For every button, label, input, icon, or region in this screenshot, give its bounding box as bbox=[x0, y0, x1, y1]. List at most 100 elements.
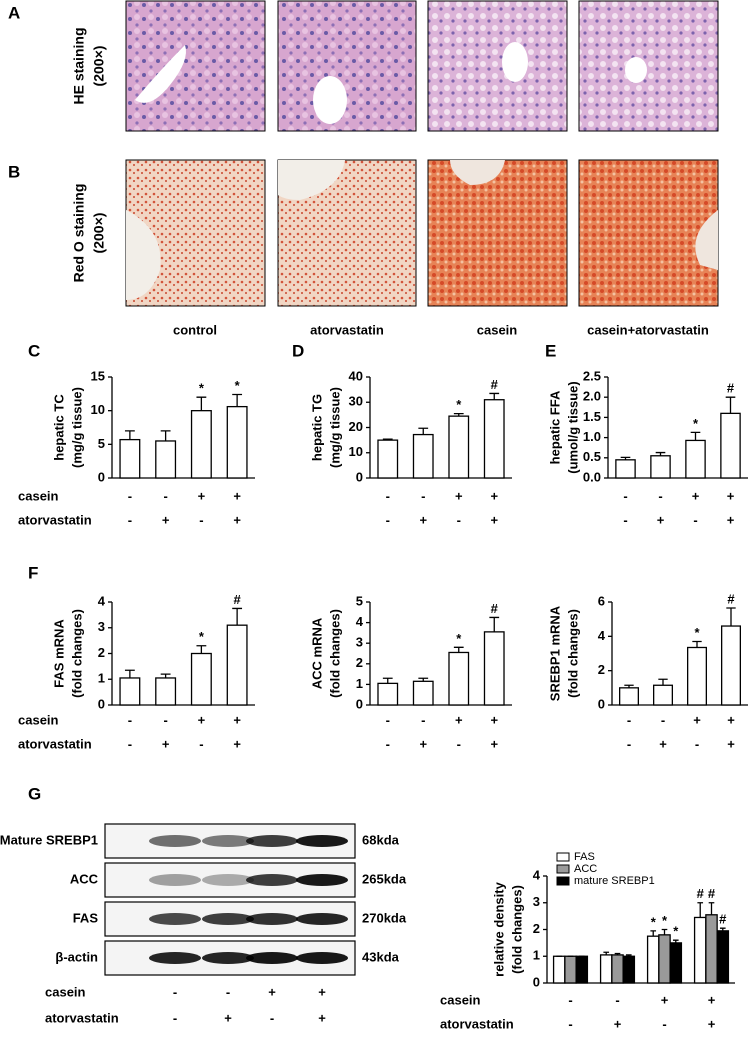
treatment-sign: - bbox=[695, 736, 699, 751]
bar bbox=[377, 682, 399, 706]
treatment-sign: + bbox=[727, 488, 735, 503]
y-axis-title: hepatic FFA bbox=[547, 390, 562, 464]
y-tick-label: 3 bbox=[356, 635, 363, 650]
blot-band bbox=[246, 835, 298, 847]
bar bbox=[716, 930, 730, 984]
row-magnification: (200×) bbox=[91, 213, 107, 254]
vessel bbox=[135, 45, 186, 103]
treatment-sign: - bbox=[386, 512, 390, 527]
bar bbox=[552, 955, 566, 984]
treatment-sign: - bbox=[457, 512, 461, 527]
y-tick-label: 0 bbox=[598, 696, 605, 711]
y-axis-title: relative density bbox=[491, 881, 506, 976]
error-bar bbox=[697, 902, 704, 918]
legend-swatch bbox=[556, 852, 570, 862]
protein-size: 265kda bbox=[362, 871, 407, 886]
significance-mark: # bbox=[697, 886, 705, 901]
panel-label: C bbox=[28, 341, 40, 360]
significance-mark: * bbox=[694, 625, 700, 640]
treatment-sign: + bbox=[659, 736, 667, 751]
treatment-sign: - bbox=[658, 488, 662, 503]
treatment-sign: - bbox=[386, 736, 390, 751]
bar bbox=[653, 684, 674, 706]
error-bar bbox=[692, 640, 702, 648]
bar bbox=[483, 631, 505, 706]
error-bar bbox=[719, 927, 726, 931]
treatment-sign: + bbox=[727, 512, 735, 527]
treatment-name: atorvastatin bbox=[18, 736, 92, 751]
treatment-sign: + bbox=[708, 992, 716, 1007]
treatment-sign: - bbox=[386, 488, 390, 503]
redo-image bbox=[427, 159, 568, 307]
vessel bbox=[126, 210, 161, 300]
vessel bbox=[450, 160, 505, 185]
blot-band bbox=[296, 874, 348, 886]
significance-mark: * bbox=[662, 913, 668, 928]
treatment-sign: + bbox=[692, 488, 700, 503]
treatment-sign: + bbox=[318, 984, 326, 999]
treatment-sign: + bbox=[727, 736, 735, 751]
protein-name: ACC bbox=[70, 871, 99, 886]
error-bar bbox=[382, 677, 393, 684]
y-tick-label: 10 bbox=[91, 402, 105, 417]
y-axis-title: (fold changes) bbox=[327, 609, 342, 698]
treatment-sign: - bbox=[173, 984, 177, 999]
treatment-name: casein bbox=[18, 712, 59, 727]
y-tick-label: 3 bbox=[533, 894, 540, 909]
bar bbox=[599, 954, 613, 984]
blot-band bbox=[246, 874, 298, 886]
treatment-sign: - bbox=[173, 1010, 177, 1025]
treatment-sign: - bbox=[457, 736, 461, 751]
treatment-sign: - bbox=[226, 984, 230, 999]
he-image bbox=[578, 0, 719, 132]
group-label: control bbox=[173, 322, 217, 337]
error-bar bbox=[196, 396, 207, 411]
bar bbox=[564, 955, 577, 984]
protein-size: 68kda bbox=[362, 832, 400, 847]
treatment-sign: - bbox=[662, 1016, 666, 1031]
significance-mark: * bbox=[456, 631, 462, 646]
treatment-sign: + bbox=[268, 984, 276, 999]
y-tick-label: 3 bbox=[98, 619, 105, 634]
treatment-sign: - bbox=[627, 712, 631, 727]
legend-swatch bbox=[556, 876, 570, 886]
treatment-sign: + bbox=[727, 712, 735, 727]
treatment-sign: + bbox=[233, 512, 241, 527]
y-tick-label: 4 bbox=[98, 593, 106, 608]
treatment-sign: - bbox=[661, 712, 665, 727]
group-label: casein bbox=[477, 322, 518, 337]
y-tick-label: 2 bbox=[98, 645, 105, 660]
y-tick-label: 6 bbox=[598, 593, 605, 608]
significance-mark: * bbox=[235, 378, 241, 393]
treatment-sign: + bbox=[162, 512, 170, 527]
treatment-name: casein bbox=[440, 992, 481, 1007]
y-tick-label: 1 bbox=[98, 671, 105, 686]
protein-size: 43kda bbox=[362, 949, 400, 964]
bar bbox=[119, 677, 141, 706]
blot-band bbox=[202, 835, 254, 847]
treatment-sign: - bbox=[128, 712, 132, 727]
bar bbox=[190, 652, 212, 706]
vessel bbox=[278, 160, 345, 200]
treatment-sign: - bbox=[128, 488, 132, 503]
blot-band bbox=[296, 952, 348, 964]
protein-name: FAS bbox=[73, 910, 99, 925]
legend-label: ACC bbox=[574, 863, 597, 875]
y-tick-label: 15 bbox=[91, 368, 105, 383]
significance-mark: # bbox=[491, 377, 499, 392]
error-bar bbox=[489, 392, 500, 400]
treatment-sign: + bbox=[455, 488, 463, 503]
error-bar bbox=[603, 951, 610, 955]
y-tick-label: 4 bbox=[533, 867, 541, 882]
error-bar bbox=[620, 456, 631, 460]
significance-mark: * bbox=[651, 914, 657, 929]
error-bar bbox=[726, 607, 736, 627]
blot-band bbox=[296, 913, 348, 925]
blot-band bbox=[202, 874, 254, 886]
y-tick-label: 0 bbox=[356, 696, 363, 711]
treatment-sign: - bbox=[623, 488, 627, 503]
bar bbox=[226, 405, 248, 479]
bar bbox=[693, 916, 707, 984]
treatment-sign: - bbox=[615, 992, 619, 1007]
error-bar bbox=[614, 952, 621, 955]
